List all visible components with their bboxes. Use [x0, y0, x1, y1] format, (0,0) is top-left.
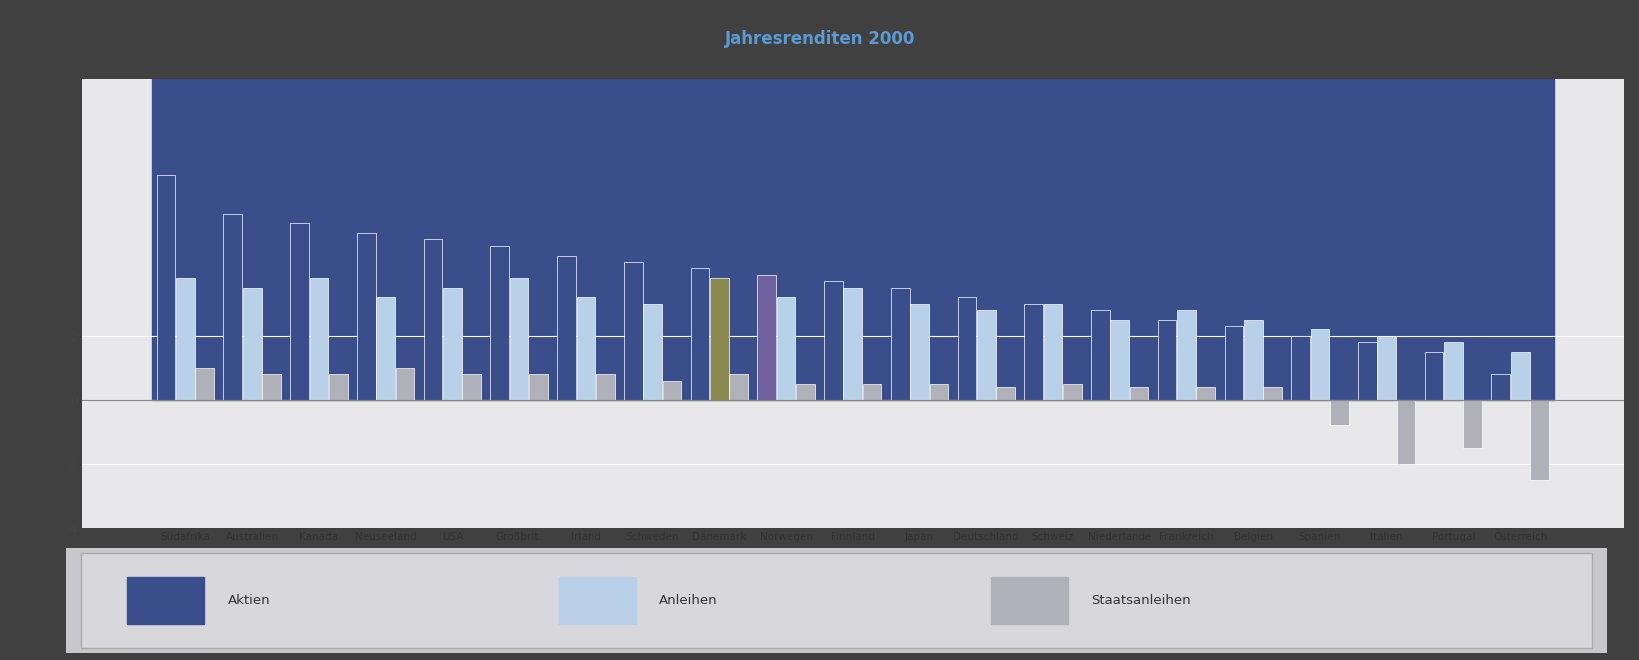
- Bar: [462, 374, 480, 400]
- Bar: [710, 278, 728, 400]
- Bar: [729, 374, 747, 400]
- Bar: [290, 224, 308, 400]
- Bar: [1490, 374, 1510, 400]
- Bar: [1396, 400, 1414, 464]
- Bar: [128, 578, 205, 624]
- Bar: [1196, 387, 1214, 400]
- Bar: [662, 381, 680, 400]
- Bar: [1024, 304, 1042, 400]
- Bar: [890, 288, 910, 400]
- Bar: [777, 297, 795, 400]
- Bar: [910, 304, 928, 400]
- Bar: [1310, 329, 1329, 400]
- Bar: [842, 288, 862, 400]
- Bar: [443, 288, 462, 400]
- Bar: [1444, 342, 1462, 400]
- Bar: [1062, 383, 1082, 400]
- Bar: [595, 374, 615, 400]
- Bar: [995, 387, 1015, 400]
- Bar: [262, 374, 280, 400]
- Bar: [357, 233, 375, 400]
- Bar: [795, 383, 815, 400]
- Bar: [1042, 304, 1062, 400]
- Bar: [1224, 326, 1242, 400]
- Text: Anleihen: Anleihen: [659, 594, 718, 607]
- Bar: [175, 278, 195, 400]
- Bar: [1262, 387, 1282, 400]
- Bar: [862, 383, 880, 400]
- Bar: [1157, 319, 1175, 400]
- Bar: [1510, 352, 1529, 400]
- Bar: [977, 310, 995, 400]
- Bar: [1090, 310, 1110, 400]
- Bar: [223, 214, 243, 400]
- Bar: [929, 383, 947, 400]
- Bar: [395, 368, 415, 400]
- Bar: [957, 297, 975, 400]
- Bar: [243, 288, 261, 400]
- Bar: [310, 278, 328, 400]
- Bar: [152, 79, 1552, 400]
- Bar: [1177, 310, 1195, 400]
- Bar: [642, 304, 662, 400]
- Bar: [757, 275, 775, 400]
- Bar: [529, 374, 547, 400]
- Bar: [990, 578, 1067, 624]
- Bar: [1377, 336, 1395, 400]
- Bar: [1329, 400, 1347, 426]
- Bar: [510, 278, 528, 400]
- Bar: [375, 297, 395, 400]
- Bar: [623, 262, 642, 400]
- Bar: [423, 240, 443, 400]
- Bar: [559, 578, 636, 624]
- Bar: [557, 255, 575, 400]
- FancyBboxPatch shape: [80, 553, 1591, 648]
- Bar: [577, 297, 595, 400]
- Bar: [690, 269, 710, 400]
- Bar: [1424, 352, 1442, 400]
- Bar: [329, 374, 347, 400]
- Text: Jahresrenditen 2000: Jahresrenditen 2000: [724, 30, 915, 48]
- Text: Aktien: Aktien: [228, 594, 270, 607]
- Bar: [1242, 319, 1262, 400]
- Bar: [157, 176, 175, 400]
- Bar: [490, 246, 508, 400]
- Bar: [1529, 400, 1547, 480]
- Bar: [1129, 387, 1147, 400]
- Bar: [1290, 336, 1310, 400]
- Text: Staatsanleihen: Staatsanleihen: [1090, 594, 1190, 607]
- Bar: [1462, 400, 1482, 448]
- Bar: [1110, 319, 1128, 400]
- Bar: [195, 368, 215, 400]
- Bar: [824, 281, 842, 400]
- Bar: [1357, 342, 1375, 400]
